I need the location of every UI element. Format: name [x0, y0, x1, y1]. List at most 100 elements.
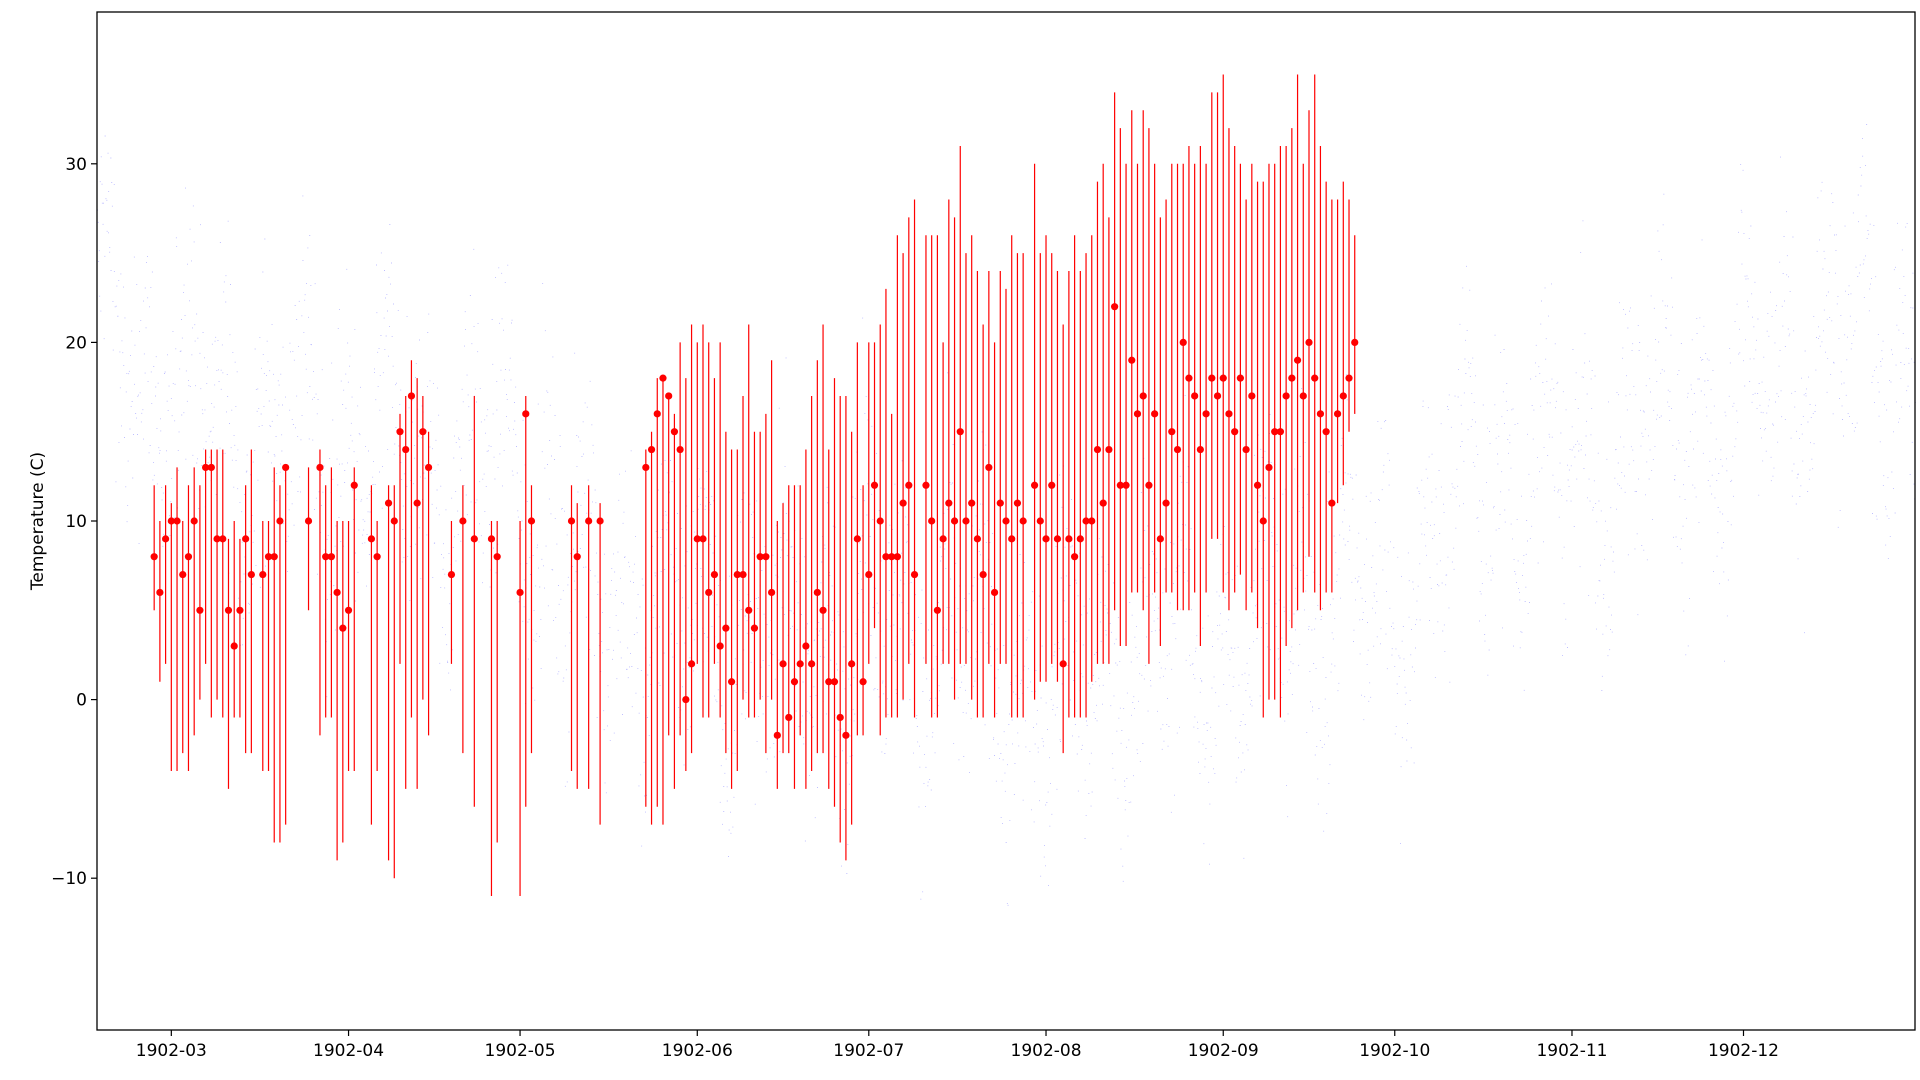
errorbar-mean-point [888, 553, 896, 561]
errorbar-mean-point [653, 410, 661, 418]
errorbar-mean-point [247, 570, 255, 579]
errorbar-mean-point [910, 570, 919, 579]
errorbar-mean-point [156, 588, 164, 597]
errorbar-mean-point [1248, 392, 1256, 400]
errorbar-mean-point [1162, 499, 1170, 507]
x-tick-label: 1902-06 [662, 1041, 733, 1061]
errorbar-mean-point [282, 463, 290, 472]
errorbar-mean-point [859, 678, 867, 686]
errorbar-mean-point [1168, 428, 1176, 436]
errorbar-mean-point [396, 428, 404, 436]
errorbar-mean-point [1122, 481, 1130, 489]
errorbar-mean-point [682, 695, 690, 704]
errorbar-mean-point [270, 553, 278, 561]
errorbar-mean-point [705, 588, 713, 597]
errorbar-mean-point [1116, 481, 1124, 489]
errorbar-mean-point [1053, 535, 1062, 543]
y-tick-label: −10 [51, 869, 87, 889]
errorbar-mean-point [865, 570, 873, 579]
errorbar-mean-point [333, 588, 341, 597]
errorbar-mean-point [276, 517, 284, 525]
errorbar-mean-point [1288, 374, 1296, 382]
errorbar-mean-point [236, 606, 244, 614]
x-tick-label: 1902-12 [1708, 1041, 1779, 1061]
errorbar-mean-point [876, 517, 884, 525]
errorbar-mean-point [1071, 553, 1079, 561]
errorbar-mean-point [230, 642, 238, 650]
errorbar-mean-point [1328, 499, 1336, 507]
errorbar-mean-point [762, 553, 770, 561]
errorbar-mean-point [390, 517, 398, 525]
errorbar-mean-point [1151, 410, 1159, 418]
errorbar-mean-point [813, 588, 821, 597]
errorbar-mean-point [219, 535, 227, 543]
errorbar-mean-point [1042, 535, 1050, 543]
errorbar-mean-point [1019, 517, 1027, 525]
errorbar-mean-point [1105, 445, 1113, 454]
errorbar-mean-point [1008, 535, 1016, 543]
errorbar-mean-point [470, 535, 478, 543]
errorbar-mean-point [373, 553, 381, 561]
errorbar-mean-point [1059, 660, 1067, 668]
errorbar-mean-point [1299, 392, 1307, 400]
errorbar-mean-point [830, 678, 839, 686]
errorbar-mean-point [842, 731, 850, 739]
errorbar-series-layer [150, 74, 1359, 897]
errorbar-mean-point [1271, 428, 1279, 436]
errorbar-mean-point [1316, 410, 1325, 418]
errorbar-mean-point [905, 481, 913, 489]
errorbar-mean-point [1065, 535, 1073, 543]
errorbar-mean-point [202, 463, 210, 472]
errorbar-mean-point [750, 624, 759, 632]
errorbar-mean-point [899, 499, 907, 507]
errorbar-mean-point [413, 499, 421, 507]
errorbar-mean-point [659, 374, 667, 382]
errorbar-mean-point [733, 570, 741, 579]
errorbar-mean-point [836, 713, 844, 722]
errorbar-mean-point [190, 517, 198, 525]
x-tick-label: 1902-10 [1359, 1041, 1430, 1061]
errorbar-mean-point [1013, 499, 1022, 507]
errorbar-mean-point [264, 553, 273, 561]
errorbar-mean-point [585, 517, 593, 525]
errorbar-mean-point [1276, 428, 1285, 436]
errorbar-mean-point [779, 660, 787, 668]
errorbar-mean-point [367, 535, 376, 543]
errorbar-mean-point [1128, 356, 1136, 364]
errorbar-mean-point [699, 535, 707, 543]
errorbar-mean-point [962, 517, 970, 525]
errorbar-mean-point [939, 535, 947, 543]
errorbar-mean-point [716, 642, 724, 650]
errorbar-mean-point [745, 606, 753, 614]
errorbar-mean-point [162, 535, 170, 543]
errorbar-mean-point [1322, 428, 1330, 436]
errorbar-mean-point [527, 517, 536, 525]
errorbar-mean-point [710, 570, 719, 579]
x-tick-label: 1902-09 [1188, 1041, 1259, 1061]
errorbar-mean-point [407, 392, 416, 400]
errorbar-mean-point [1076, 535, 1084, 543]
errorbar-mean-point [1093, 445, 1102, 454]
errorbar-mean-point [1208, 374, 1216, 382]
errorbar-mean-point [259, 570, 267, 579]
y-tick-label: 20 [65, 333, 87, 353]
y-tick-label: 10 [65, 512, 87, 532]
errorbar-mean-point [150, 553, 158, 561]
errorbar-mean-point [933, 606, 941, 614]
errorbar-mean-point [722, 624, 730, 632]
errorbar-mean-point [522, 410, 530, 418]
errorbar-mean-point [1282, 392, 1290, 400]
errorbar-mean-point [350, 481, 358, 489]
errorbar-mean-point [1173, 445, 1182, 454]
errorbar-mean-point [1339, 392, 1347, 400]
errorbar-mean-point [322, 553, 330, 561]
errorbar-mean-point [1002, 517, 1010, 525]
errorbar-mean-point [819, 606, 827, 614]
errorbar-mean-point [727, 678, 736, 686]
errorbar-mean-point [1088, 517, 1096, 525]
errorbar-mean-point [596, 517, 604, 525]
errorbar-mean-point [1196, 445, 1204, 454]
errorbar-mean-point [1133, 410, 1142, 418]
errorbar-mean-point [419, 428, 427, 436]
x-tick-label: 1902-04 [313, 1041, 384, 1061]
